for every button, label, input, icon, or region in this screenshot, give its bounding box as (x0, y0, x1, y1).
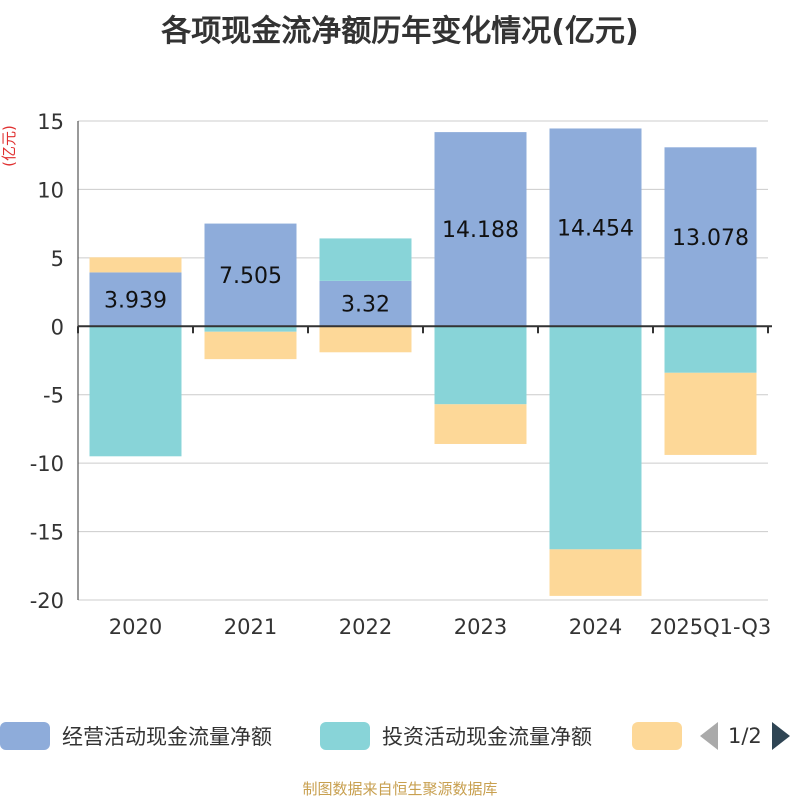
data-label: 3.939 (104, 288, 167, 313)
chart-title: 各项现金流净额历年变化情况(亿元) (161, 14, 639, 49)
bar-2023-series-1[interactable] (434, 326, 527, 405)
bar-2023-series-0[interactable] (434, 132, 527, 327)
bar-chart: 15 10 5 0 -5 -10 -15 -20 2020 2021 2022 2023 2024 202… (0, 110, 772, 639)
y-tick-label: 15 (37, 110, 64, 134)
data-label: 13.078 (672, 226, 749, 251)
bar-2022-series-2[interactable] (319, 326, 412, 353)
legend-item-investing[interactable]: 投资活动现金流量净额 (320, 716, 592, 756)
y-tick-label: -15 (30, 521, 64, 545)
bar-2020-series-0[interactable] (89, 272, 182, 327)
data-label: 3.32 (341, 293, 390, 318)
bar-2024-series-0[interactable] (549, 128, 642, 327)
bar-2024-series-2[interactable] (549, 549, 642, 596)
bar-2025Q1-Q3-series-2[interactable] (664, 372, 757, 455)
bar-2025Q1-Q3-series-0[interactable] (664, 147, 757, 327)
x-tick-label: 2023 (454, 615, 507, 639)
data-labels: 3.939 7.505 3.32 14.188 14.454 13.078 (104, 216, 749, 317)
bar-2021-series-2[interactable] (204, 331, 297, 360)
prev-page-icon[interactable] (700, 722, 718, 750)
legend-swatch (0, 722, 50, 750)
x-tick-label: 2024 (569, 615, 622, 639)
legend-pager: 1/2 (700, 716, 790, 756)
legend-swatch (632, 722, 682, 750)
bar-2023-series-2[interactable] (434, 404, 527, 444)
y-axis-label: (亿元) (0, 125, 18, 167)
x-tick-label: 2021 (224, 615, 277, 639)
x-tick-label: 2020 (109, 615, 162, 639)
legend-swatch (320, 722, 370, 750)
bar-2025Q1-Q3-series-1[interactable] (664, 326, 757, 373)
legend-item-financing[interactable] (632, 716, 682, 756)
next-page-icon[interactable] (771, 722, 790, 750)
data-source-note: 制图数据来自恒生聚源数据库 (302, 780, 498, 798)
y-tick-label: 0 (51, 315, 64, 339)
bar-2022-series-1[interactable] (319, 238, 412, 281)
legend-label: 投资活动现金流量净额 (382, 725, 592, 749)
bar-2020-series-1[interactable] (89, 326, 182, 457)
bar-2024-series-1[interactable] (549, 326, 642, 550)
axes: 15 10 5 0 -5 -10 -15 -20 2020 2021 2022 2023 2024 202… (30, 110, 772, 639)
y-tick-label: -5 (43, 384, 64, 408)
legend: 经营活动现金流量净额 投资活动现金流量净额 1/2 (0, 716, 800, 756)
y-tick-label: -20 (30, 589, 64, 613)
data-label: 14.454 (557, 216, 634, 241)
x-tick-label: 2025Q1-Q3 (650, 615, 772, 639)
data-label: 14.188 (442, 218, 519, 243)
data-label: 7.505 (219, 264, 282, 289)
legend-page-indicator: 1/2 (728, 724, 762, 748)
legend-item-operating[interactable]: 经营活动现金流量净额 (0, 716, 272, 756)
y-tick-label: -10 (30, 452, 64, 476)
bar-2020-series-2[interactable] (89, 257, 182, 273)
y-tick-label: 5 (51, 247, 64, 271)
bar-series (89, 128, 757, 596)
bar-2022-series-0[interactable] (319, 280, 412, 327)
bar-2021-series-0[interactable] (204, 223, 297, 327)
x-tick-label: 2022 (339, 615, 392, 639)
legend-label: 经营活动现金流量净额 (62, 725, 272, 749)
bar-2021-series-1[interactable] (204, 326, 297, 332)
y-tick-label: 10 (37, 178, 64, 202)
